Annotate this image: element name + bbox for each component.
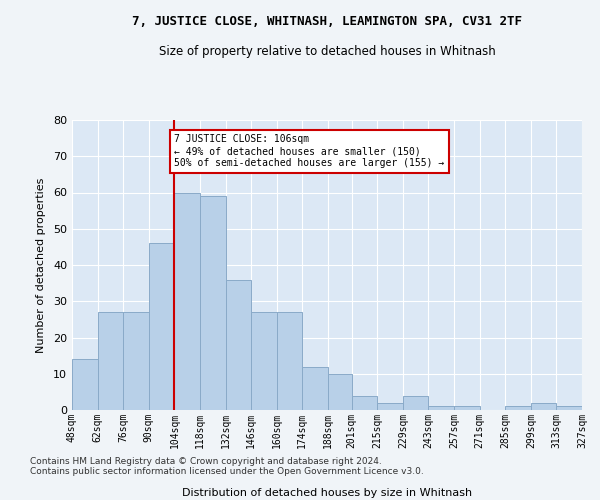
Bar — [352, 396, 377, 410]
Bar — [403, 396, 428, 410]
Bar — [98, 312, 123, 410]
Text: Size of property relative to detached houses in Whitnash: Size of property relative to detached ho… — [158, 45, 496, 58]
Bar — [251, 312, 277, 410]
Text: 7 JUSTICE CLOSE: 106sqm
← 49% of detached houses are smaller (150)
50% of semi-d: 7 JUSTICE CLOSE: 106sqm ← 49% of detache… — [175, 134, 445, 168]
Text: Contains public sector information licensed under the Open Government Licence v3: Contains public sector information licen… — [30, 468, 424, 476]
Bar — [175, 192, 200, 410]
Bar — [277, 312, 302, 410]
Bar — [582, 406, 600, 410]
Bar — [377, 403, 403, 410]
Bar — [123, 312, 149, 410]
Bar — [302, 366, 328, 410]
Text: Distribution of detached houses by size in Whitnash: Distribution of detached houses by size … — [182, 488, 472, 498]
Y-axis label: Number of detached properties: Number of detached properties — [36, 178, 46, 352]
Bar — [556, 406, 582, 410]
Bar — [531, 403, 556, 410]
Bar — [505, 406, 531, 410]
Bar — [454, 406, 479, 410]
Bar — [149, 244, 175, 410]
Text: 7, JUSTICE CLOSE, WHITNASH, LEAMINGTON SPA, CV31 2TF: 7, JUSTICE CLOSE, WHITNASH, LEAMINGTON S… — [132, 15, 522, 28]
Bar — [200, 196, 226, 410]
Bar — [328, 374, 352, 410]
Bar — [72, 359, 98, 410]
Bar — [226, 280, 251, 410]
Bar — [428, 406, 454, 410]
Text: Contains HM Land Registry data © Crown copyright and database right 2024.: Contains HM Land Registry data © Crown c… — [30, 458, 382, 466]
